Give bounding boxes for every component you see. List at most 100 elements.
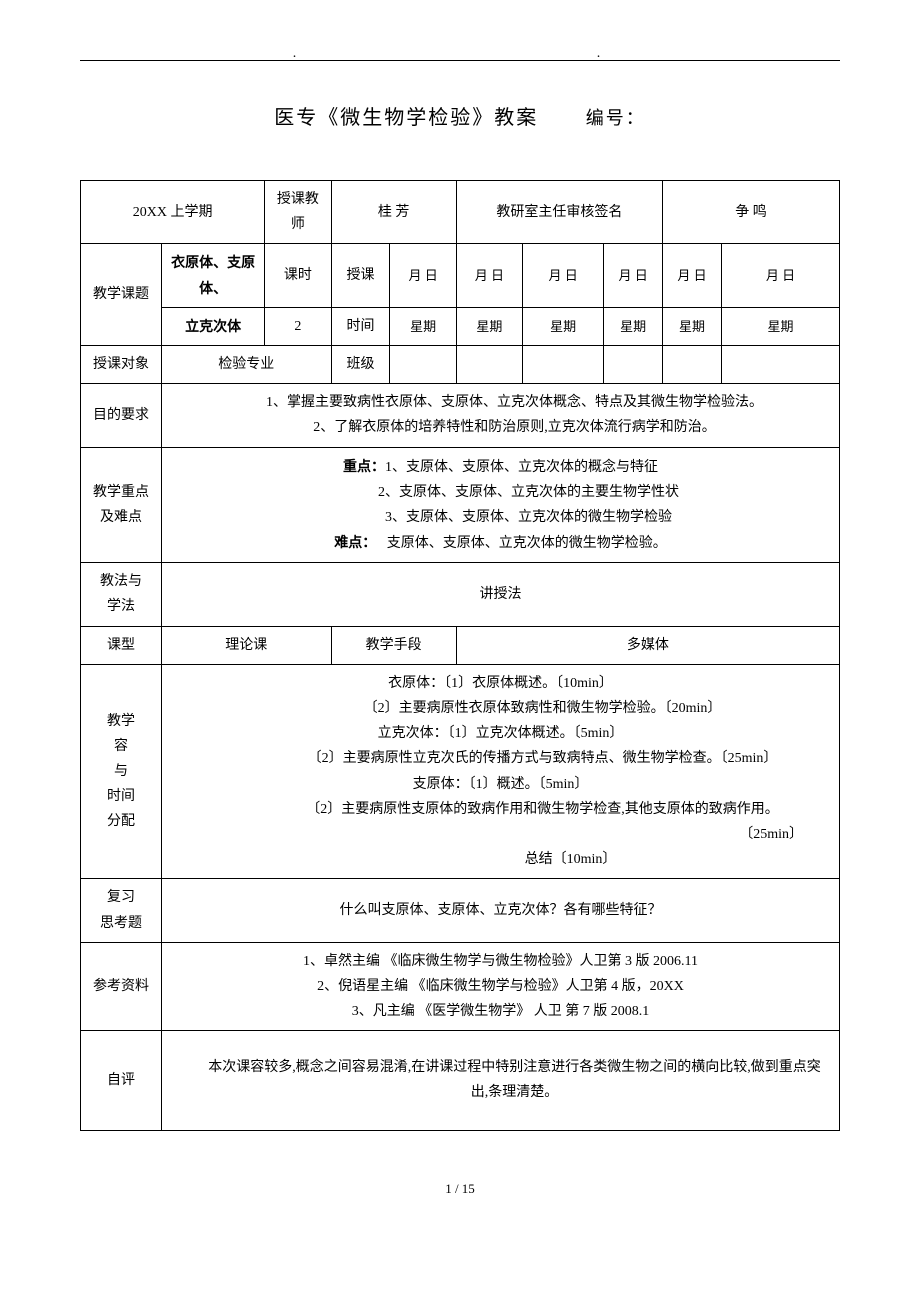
audience: 检验专业 xyxy=(162,345,331,383)
classtype-label: 课型 xyxy=(81,626,162,664)
means-label: 教学手段 xyxy=(331,626,456,664)
c-l8: 总结〔10min〕 xyxy=(170,847,831,872)
topic-l2: 立克次体 xyxy=(162,307,265,345)
time-label-2: 时间 xyxy=(331,307,390,345)
page-number: 1 / 15 xyxy=(80,1181,840,1197)
time-label-1: 授课 xyxy=(331,244,390,307)
ref2: 2、倪语星主编 《临床微生物学与检验》人卫第 4 版，20XX xyxy=(170,974,831,999)
keypoints-label: 教学重点 及难点 xyxy=(81,447,162,563)
teacher: 桂 芳 xyxy=(331,181,456,244)
table-row: 课型 理论课 教学手段 多媒体 xyxy=(81,626,840,664)
table-row: 授课对象 检验专业 班级 xyxy=(81,345,840,383)
c-l2: 〔2〕主要病原性衣原体致病性和微生物学检验。〔20min〕 xyxy=(170,696,831,721)
table-row: 教学重点 及难点 重点：1、支原体、支原体、立克次体的概念与特征 2、支原体、支… xyxy=(81,447,840,563)
class-empty xyxy=(722,345,840,383)
date-md: 月 日 xyxy=(722,244,840,307)
hours: 2 xyxy=(265,307,331,345)
header-rule xyxy=(80,60,840,61)
review-text: 什么叫支原体、支原体、立克次体？各有哪些特征？ xyxy=(162,879,840,942)
method-l2: 学法 xyxy=(89,594,153,619)
topic-label: 教学课题 xyxy=(81,244,162,346)
dept-sign: 争 鸣 xyxy=(663,181,840,244)
objectives-label: 目的要求 xyxy=(81,384,162,447)
diff-bold: 难点： xyxy=(334,534,376,550)
date-wk: 星期 xyxy=(663,307,722,345)
means-value: 多媒体 xyxy=(456,626,839,664)
c-l7: 〔25min〕 xyxy=(170,822,831,847)
audience-label: 授课对象 xyxy=(81,345,162,383)
keypoints-content: 重点：1、支原体、支原体、立克次体的概念与特征 2、支原体、支原体、立克次体的主… xyxy=(162,447,840,563)
kp2: 2、支原体、支原体、立克次体的主要生物学性状 xyxy=(170,480,831,505)
kp-bold: 重点： xyxy=(343,458,385,474)
c-l3: 立克次体：〔1〕立克次体概述。〔5min〕 xyxy=(170,721,831,746)
diff: 支原体、支原体、立克次体的微生物学检验。 xyxy=(387,536,667,551)
review-label: 复习 思考题 xyxy=(81,879,162,942)
kp-line: 重点：1、支原体、支原体、立克次体的概念与特征 xyxy=(170,454,831,480)
date-wk: 星期 xyxy=(456,307,522,345)
obj-line1: 1、掌握主要致病性衣原体、支原体、立克次体概念、特点及其微生物学检验法。 xyxy=(170,390,831,415)
c-l5: 支原体：〔1〕概述。〔5min〕 xyxy=(170,772,831,797)
semester: 20XX 上学期 xyxy=(81,181,265,244)
date-md: 月 日 xyxy=(390,244,456,307)
self-text: 本次课容较多,概念之间容易混淆,在讲课过程中特别注意进行各类微生物之间的横向比较… xyxy=(176,1055,825,1105)
title-sub: 编号： xyxy=(586,108,646,128)
self-body: 本次课容较多,概念之间容易混淆,在讲课过程中特别注意进行各类微生物之间的横向比较… xyxy=(162,1031,840,1130)
method-label: 教法与 学法 xyxy=(81,563,162,626)
kp-label-1: 教学重点 xyxy=(89,480,153,505)
kp1: 1、支原体、支原体、立克次体的概念与特征 xyxy=(385,460,658,475)
table-row: 立克次体 2 时间 星期 星期 星期 星期 星期 星期 xyxy=(81,307,840,345)
date-md: 月 日 xyxy=(604,244,663,307)
method-l1: 教法与 xyxy=(89,569,153,594)
table-row: 教学课题 衣原体、支原体、 课时 授课 月 日 月 日 月 日 月 日 月 日 … xyxy=(81,244,840,307)
date-md: 月 日 xyxy=(663,244,722,307)
diff-line: 难点： 支原体、支原体、立克次体的微生物学检验。 xyxy=(170,530,831,556)
class-empty xyxy=(390,345,456,383)
cl4: 时间 xyxy=(89,784,153,809)
classtype-value: 理论课 xyxy=(162,626,331,664)
kp3: 3、支原体、支原体、立克次体的微生物学检验 xyxy=(170,505,831,530)
class-empty xyxy=(456,345,522,383)
content-label: 教学 容 与 时间 分配 xyxy=(81,664,162,879)
teacher-label: 授课教师 xyxy=(265,181,331,244)
date-wk: 星期 xyxy=(390,307,456,345)
date-wk: 星期 xyxy=(604,307,663,345)
self-label: 自评 xyxy=(81,1031,162,1130)
cl5: 分配 xyxy=(89,809,153,834)
refs-body: 1、卓然主编 《临床微生物学与微生物检验》人卫第 3 版 2006.11 2、倪… xyxy=(162,942,840,1031)
objectives-content: 1、掌握主要致病性衣原体、支原体、立克次体概念、特点及其微生物学检验法。 2、了… xyxy=(162,384,840,447)
kp-label-2: 及难点 xyxy=(89,505,153,530)
title-main: 医专《微生物学检验》教案 xyxy=(274,107,538,129)
refs-label: 参考资料 xyxy=(81,942,162,1031)
page-title-row: 医专《微生物学检验》教案 编号： xyxy=(80,101,840,130)
hours-label: 课时 xyxy=(265,244,331,307)
class-label: 班级 xyxy=(331,345,390,383)
class-empty xyxy=(604,345,663,383)
cl3: 与 xyxy=(89,759,153,784)
date-wk: 星期 xyxy=(523,307,604,345)
cl1: 教学 xyxy=(89,709,153,734)
table-row: 参考资料 1、卓然主编 《临床微生物学与微生物检验》人卫第 3 版 2006.1… xyxy=(81,942,840,1031)
method-value: 讲授法 xyxy=(162,563,840,626)
rv-l1: 复习 xyxy=(89,885,153,910)
table-row: 20XX 上学期 授课教师 桂 芳 教研室主任审核签名 争 鸣 xyxy=(81,181,840,244)
table-row: 目的要求 1、掌握主要致病性衣原体、支原体、立克次体概念、特点及其微生物学检验法… xyxy=(81,384,840,447)
c-l1: 衣原体：〔1〕衣原体概述。〔10min〕 xyxy=(170,671,831,696)
dept-sign-label: 教研室主任审核签名 xyxy=(456,181,662,244)
class-empty xyxy=(663,345,722,383)
table-row: 教学 容 与 时间 分配 衣原体：〔1〕衣原体概述。〔10min〕 〔2〕主要病… xyxy=(81,664,840,879)
cl2: 容 xyxy=(89,734,153,759)
ref1: 1、卓然主编 《临床微生物学与微生物检验》人卫第 3 版 2006.11 xyxy=(170,949,831,974)
c-l4: 〔2〕主要病原性立克次氏的传播方式与致病特点、微生物学检查。〔25min〕 xyxy=(170,746,831,771)
rv-l2: 思考题 xyxy=(89,911,153,936)
date-md: 月 日 xyxy=(523,244,604,307)
c-l6: 〔2〕主要病原性支原体的致病作用和微生物学检查,其他支原体的致病作用。 xyxy=(170,797,831,822)
table-row: 教法与 学法 讲授法 xyxy=(81,563,840,626)
table-row: 自评 本次课容较多,概念之间容易混淆,在讲课过程中特别注意进行各类微生物之间的横… xyxy=(81,1031,840,1130)
ref3: 3、凡主编 《医学微生物学》 人卫 第 7 版 2008.1 xyxy=(170,999,831,1024)
date-wk: 星期 xyxy=(722,307,840,345)
content-body: 衣原体：〔1〕衣原体概述。〔10min〕 〔2〕主要病原性衣原体致病性和微生物学… xyxy=(162,664,840,879)
table-row: 复习 思考题 什么叫支原体、支原体、立克次体？各有哪些特征？ xyxy=(81,879,840,942)
date-md: 月 日 xyxy=(456,244,522,307)
obj-line2: 2、了解衣原体的培养特性和防治原则,立克次体流行病学和防治。 xyxy=(170,415,831,440)
class-empty xyxy=(523,345,604,383)
